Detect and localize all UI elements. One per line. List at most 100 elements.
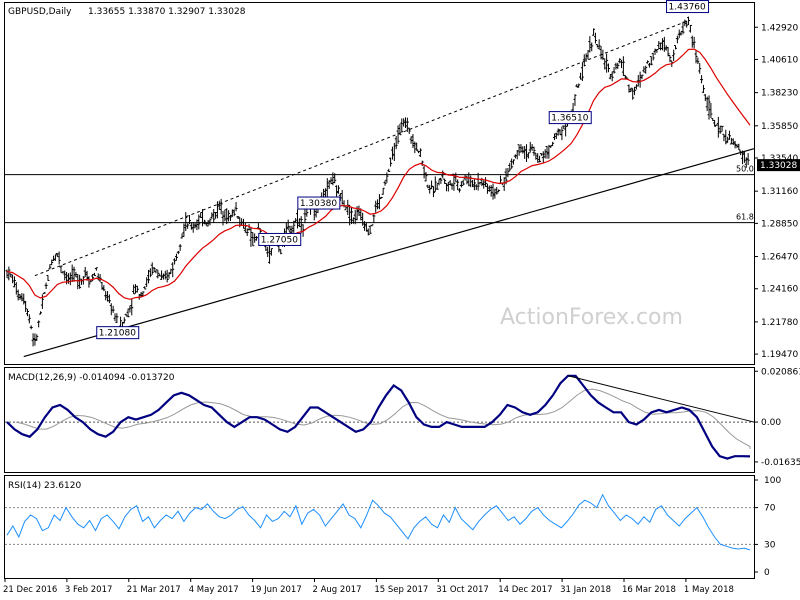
price-bar (608, 73, 612, 80)
price-bar (573, 94, 577, 106)
price-bar (398, 123, 402, 136)
price-bar (437, 178, 441, 186)
price-bar (504, 168, 508, 185)
rsi-y-tick-label: 70 (764, 504, 776, 514)
price-bar (485, 183, 489, 194)
price-bar (361, 212, 365, 226)
price-bar (31, 333, 35, 347)
price-bar (584, 53, 588, 62)
price-bar (107, 294, 111, 304)
price-bar (726, 136, 730, 143)
price-bar (590, 42, 594, 52)
price-bar (210, 212, 214, 219)
price-bar (698, 63, 702, 74)
price-bar (351, 217, 355, 224)
price-bar (426, 184, 430, 189)
price-bar (74, 271, 78, 278)
price-bar (515, 150, 519, 160)
price-bar (98, 274, 102, 282)
rsi-y-tick-label: 100 (764, 476, 781, 486)
price-bar (245, 228, 249, 236)
price-bar (12, 276, 16, 288)
price-bar (333, 173, 337, 184)
price-bar (677, 29, 681, 39)
price-bar (629, 87, 633, 93)
price-bar (253, 233, 257, 243)
price-bar (251, 232, 255, 247)
macd-signal-line (15, 388, 751, 449)
x-tick-label: 1 May 2018 (684, 585, 734, 595)
price-bar (215, 201, 219, 219)
rsi-y-tick-label: 30 (764, 540, 776, 550)
price-bar (431, 186, 435, 198)
price-bar (147, 269, 151, 284)
price-bar (7, 266, 11, 281)
price-bar (506, 167, 510, 178)
price-bar (564, 122, 568, 137)
price-bar (236, 215, 240, 219)
price-bar (742, 150, 746, 163)
price-bar (143, 286, 147, 290)
price-bar (288, 225, 292, 234)
price-bar (588, 36, 592, 53)
price-bar (592, 28, 596, 36)
price-bar (303, 207, 307, 224)
price-bar (642, 66, 646, 73)
price-bar (409, 136, 413, 144)
price-bar (44, 282, 48, 290)
price-bar (614, 62, 618, 70)
channel-resistance-line (34, 20, 689, 277)
price-bar (405, 117, 409, 132)
price-bar (575, 83, 579, 88)
price-bar (400, 118, 404, 133)
price-bar (241, 218, 245, 229)
macd-title: MACD(12,26,9) -0.014094 -0.013720 (8, 373, 175, 383)
price-bar (461, 179, 465, 186)
price-bar (724, 129, 728, 145)
price-bar (193, 222, 197, 229)
price-bar (217, 200, 221, 210)
price-bar (411, 134, 415, 149)
price-label: 1.21080 (96, 326, 140, 340)
rsi-pane (4, 475, 755, 579)
price-bar (385, 172, 389, 183)
price-bar (562, 125, 566, 130)
price-y-tick-label: 1.19470 (761, 350, 798, 360)
price-bar (452, 173, 456, 191)
price-bar (381, 187, 385, 195)
rsi-title: RSI(14) 23.6120 (8, 481, 81, 491)
price-bar (439, 177, 443, 184)
price-bar (63, 270, 67, 281)
chart-header-ohlc: 1.33655 1.33870 1.32907 1.33028 (88, 7, 246, 17)
price-bar (446, 182, 450, 192)
price-bar (206, 220, 210, 227)
price-bar (52, 255, 56, 261)
price-bar (227, 210, 231, 222)
price-bar (295, 209, 299, 229)
price-bar (696, 57, 700, 65)
price-bar (199, 212, 203, 219)
price-bar (93, 272, 97, 277)
price-bar (305, 208, 309, 217)
price-bar (173, 258, 177, 265)
price-bar (623, 74, 627, 79)
price-bar (497, 189, 501, 193)
price-bar (100, 282, 104, 290)
price-bar (165, 269, 169, 283)
price-bar (14, 282, 18, 295)
macd-y-tick-label: -0.016357 (761, 458, 800, 468)
price-bar (171, 262, 175, 278)
price-bar (472, 179, 476, 191)
price-bar (489, 185, 493, 197)
price-bar (521, 146, 525, 154)
price-bar (577, 83, 581, 88)
price-bar (290, 225, 294, 235)
price-bar (377, 194, 381, 210)
price-bar (554, 132, 558, 139)
price-bar (268, 243, 272, 264)
price-bar (154, 269, 158, 274)
price-bar (687, 16, 691, 26)
price-bar (655, 48, 659, 53)
price-bar (653, 48, 657, 55)
price-bar (679, 30, 683, 36)
